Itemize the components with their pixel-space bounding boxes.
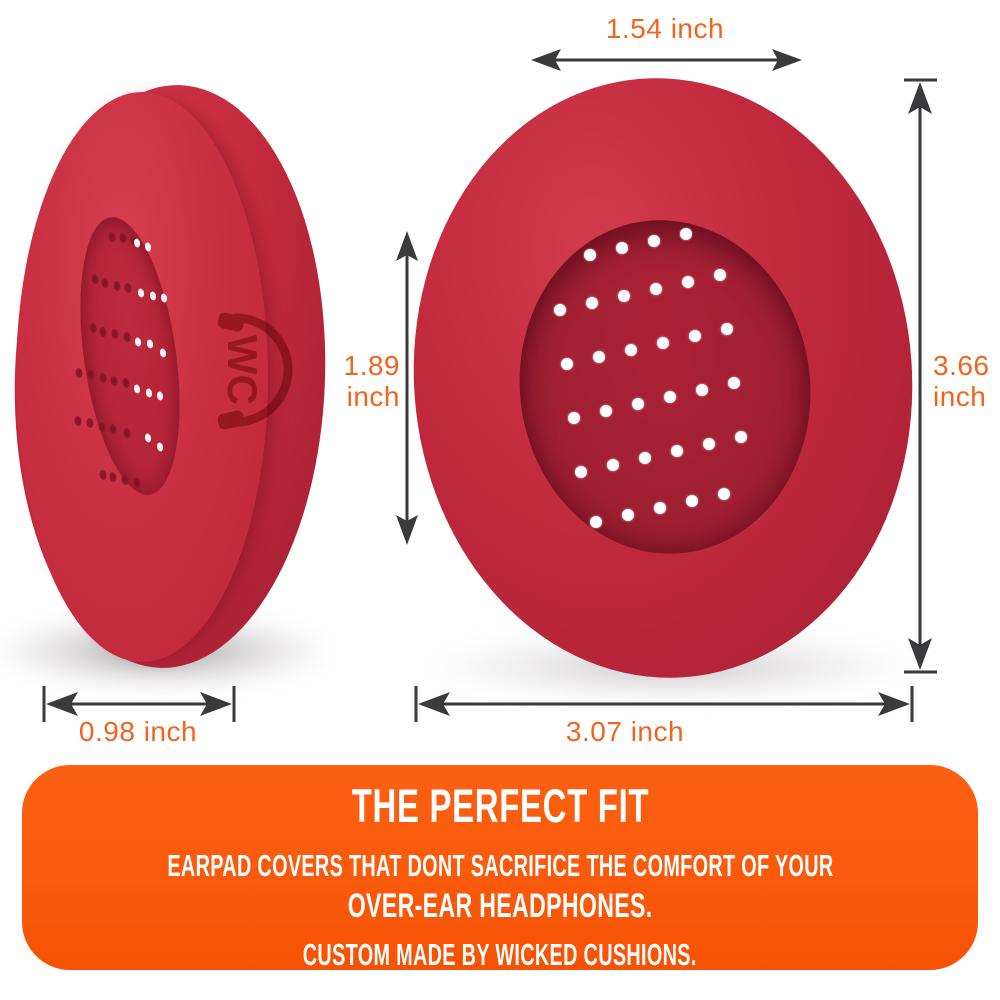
banner-title: THE PERFECT FIT [288,778,713,833]
banner-subtitle-line2: OVER-EAR HEADPHONES. [276,887,724,926]
outer-height-value: 3.66 [933,350,990,381]
logo-earcup-bottom [217,410,245,430]
banner-subtitle-line3: CUSTOM MADE BY WICKED CUSHIONS. [192,937,807,973]
banner-subtitle-line1: EARPAD COVERS THAT DONT SACRIFICE THE CO… [0,848,1000,884]
logo-text: WC [219,335,266,405]
inner-height-unit: inch [346,381,400,412]
outer-height-label: 3.66 inch [933,350,1000,412]
outer-width-label: 3.07 inch [565,716,685,747]
inner-height-label: 1.89 inch [300,350,400,412]
inner-height-value: 1.89 [343,350,400,381]
banner-title-text: THE PERFECT FIT [351,779,649,832]
banner-subtitle-line1-text: EARPAD COVERS THAT DONT SACRIFICE THE CO… [166,848,834,883]
inner-width-label: 1.54 inch [605,13,725,44]
logo-earcup-top [217,312,245,332]
dim-arrow-inner-width [531,49,802,71]
wicked-cushions-logo: WC [217,312,293,430]
banner-subtitle-line2-text: OVER-EAR HEADPHONES. [347,887,653,925]
outer-height-unit: inch [933,381,987,412]
logo-headband-arc [231,313,293,427]
banner-subtitle-line3-text: CUSTOM MADE BY WICKED CUSHIONS. [303,937,697,972]
info-banner: THE PERFECT FIT EARPAD COVERS THAT DONT … [22,765,978,973]
side-depth-label: 0.98 inch [78,716,198,747]
